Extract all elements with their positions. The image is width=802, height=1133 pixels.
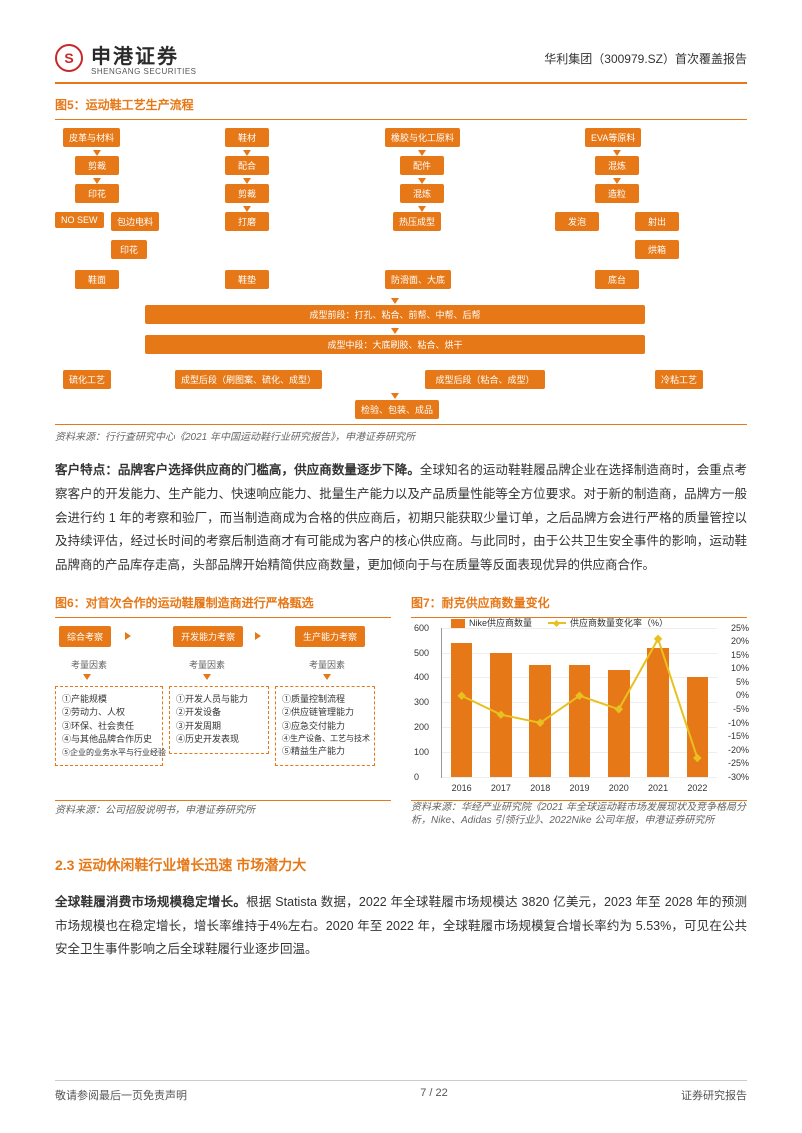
logo-icon: S — [55, 44, 83, 72]
figure-5-title: 图5：运动鞋工艺生产流程 — [55, 96, 747, 113]
flow-node: 配件 — [400, 156, 444, 175]
flow-node: 冷粘工艺 — [655, 370, 703, 389]
flow-node: 造粒 — [595, 184, 639, 203]
flow-node: 打磨 — [225, 212, 269, 231]
flow-node: 印花 — [75, 184, 119, 203]
paragraph-customer: 客户特点：品牌客户选择供应商的门槛高，供应商数量逐步下降。全球知名的运动鞋鞋履品… — [55, 459, 747, 578]
flow-node: NO SEW — [55, 212, 104, 228]
flow-node: 检验、包装、成品 — [355, 400, 439, 419]
section-2-3-paragraph: 全球鞋履消费市场规模稳定增长。根据 Statista 数据，2022 年全球鞋履… — [55, 891, 747, 962]
figure-5-flowchart: 皮革与材料 剪裁 印花 NO SEW 包边电料 印花 鞋面 鞋材 配合 剪裁 打… — [55, 120, 747, 420]
figure-5-source: 资料来源：行行查研究中心《2021 年中国运动鞋行业研究报告》，申港证券研究所 — [55, 428, 747, 443]
f6-label: 考量因素 — [309, 658, 345, 671]
page-footer: 敬请参阅最后一页免责声明 7 / 22 证券研究报告 — [55, 1080, 747, 1103]
footer-left: 敬请参阅最后一页免责声明 — [55, 1087, 187, 1103]
flow-node: 橡胶与化工原料 — [385, 128, 460, 147]
logo-en: SHENGANG SECURITIES — [91, 67, 197, 76]
flow-node: 热压成型 — [393, 212, 441, 231]
flow-node: 烘箱 — [635, 240, 679, 259]
flow-node: 配合 — [225, 156, 269, 175]
figure-6-diagram: 综合考察 开发能力考察 生产能力考察 考量因素 考量因素 考量因素 ①产能规模②… — [55, 618, 391, 798]
f6-label: 考量因素 — [189, 658, 225, 671]
f6-list-b: ①开发人员与能力②开发设备③开发周期④历史开发表现 — [169, 686, 269, 754]
flow-node: 硫化工艺 — [63, 370, 111, 389]
page-header: S 申港证券 SHENGANG SECURITIES 华利集团（300979.S… — [55, 40, 747, 84]
paragraph-bold: 全球鞋履消费市场规模稳定增长。 — [55, 895, 246, 909]
figure-7-title: 图7：耐克供应商数量变化 — [411, 594, 747, 611]
flow-node: EVA等原料 — [585, 128, 641, 147]
figure-7-plot: 010020030040050060025%20%15%10%5%0%-5%-1… — [441, 628, 717, 778]
flow-node: 底台 — [595, 270, 639, 289]
flow-node: 射出 — [635, 212, 679, 231]
footer-page: 7 / 22 — [420, 1087, 448, 1103]
figure-row-6-7: 图6：对首次合作的运动鞋履制造商进行严格甄选 综合考察 开发能力考察 生产能力考… — [55, 594, 747, 827]
flow-node: 发泡 — [555, 212, 599, 231]
header-right: 华利集团（300979.SZ）首次覆盖报告 — [544, 50, 747, 67]
footer-right: 证券研究报告 — [681, 1087, 747, 1103]
flow-node: 包边电料 — [111, 212, 159, 231]
paragraph-text: 全球知名的运动鞋鞋履品牌企业在选择制造商时，会重点考察客户的开发能力、生产能力、… — [55, 463, 747, 572]
flow-node: 成型后段（粘合、成型） — [425, 370, 545, 389]
logo-cn: 申港证券 — [91, 40, 197, 69]
flow-node: 成型后段（刷图案、硫化、成型） — [175, 370, 322, 389]
figure-5: 图5：运动鞋工艺生产流程 皮革与材料 剪裁 印花 NO SEW 包边电料 印花 … — [55, 96, 747, 425]
flow-node: 印花 — [111, 240, 147, 259]
paragraph-bold: 客户特点：品牌客户选择供应商的门槛高，供应商数量逐步下降。 — [55, 463, 420, 477]
flow-node: 混炼 — [400, 184, 444, 203]
flow-node: 鞋材 — [225, 128, 269, 147]
f6-label: 考量因素 — [71, 658, 107, 671]
figure-6-source: 资料来源：公司招股说明书，申港证券研究所 — [55, 801, 391, 816]
figure-7-chart: Nike供应商数量 供应商数量变化率（%） 010020030040050060… — [411, 618, 747, 798]
logo: S 申港证券 SHENGANG SECURITIES — [55, 40, 197, 76]
flow-node: 剪裁 — [75, 156, 119, 175]
figure-6: 图6：对首次合作的运动鞋履制造商进行严格甄选 综合考察 开发能力考察 生产能力考… — [55, 594, 391, 827]
flow-node: 鞋面 — [75, 270, 119, 289]
flow-node-wide: 成型前段：打孔、粘合、前帮、中帮、后帮 — [145, 305, 645, 324]
flow-node: 剪裁 — [225, 184, 269, 203]
f6-box: 开发能力考察 — [173, 626, 243, 647]
f6-list-a: ①产能规模②劳动力、人权③环保、社会责任④与其他品牌合作历史⑤企业的业务水平与行… — [55, 686, 163, 766]
section-2-3-title: 2.3 运动休闲鞋行业增长迅速 市场潜力大 — [55, 855, 747, 875]
figure-6-title: 图6：对首次合作的运动鞋履制造商进行严格甄选 — [55, 594, 391, 611]
f6-box: 综合考察 — [59, 626, 111, 647]
flow-node: 混炼 — [595, 156, 639, 175]
f6-list-c: ①质量控制流程②供应链管理能力③应急交付能力④生产设备、工艺与技术⑤精益生产能力 — [275, 686, 375, 766]
figure-7: 图7：耐克供应商数量变化 Nike供应商数量 供应商数量变化率（%） 01002… — [411, 594, 747, 827]
flow-node-wide: 成型中段：大底刷胶、粘合、烘干 — [145, 335, 645, 354]
figure-7-source: 资料来源：华经产业研究院《2021 年全球运动鞋市场发展现状及竞争格局分析，Ni… — [411, 801, 747, 827]
f6-box: 生产能力考察 — [295, 626, 365, 647]
flow-node: 防滑面、大底 — [385, 270, 451, 289]
flow-node: 皮革与材料 — [63, 128, 120, 147]
flow-node: 鞋垫 — [225, 270, 269, 289]
